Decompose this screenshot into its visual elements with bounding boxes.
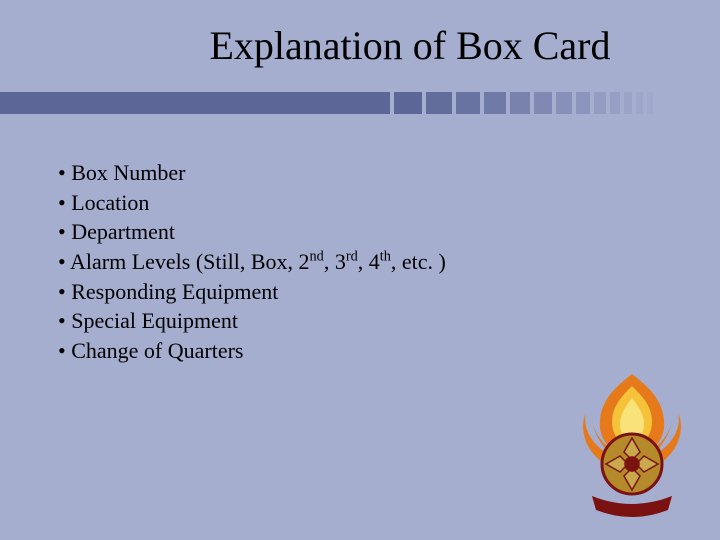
list-item: • Special Equipment xyxy=(58,306,446,336)
list-item: • Change of Quarters xyxy=(58,336,446,366)
divider-dash xyxy=(484,92,506,114)
divider-dash xyxy=(534,92,552,114)
title-divider xyxy=(0,92,720,114)
divider-dash xyxy=(610,92,620,114)
ordinal-sup: rd xyxy=(346,249,358,265)
bullet-text: Location xyxy=(71,190,149,215)
slide-title: Explanation of Box Card xyxy=(0,22,720,69)
divider-dash xyxy=(636,92,643,114)
fire-department-logo xyxy=(572,368,692,518)
bullet-text: Responding Equipment xyxy=(71,279,278,304)
divider-dash xyxy=(576,92,590,114)
divider-dash xyxy=(647,92,653,114)
divider-dash xyxy=(456,92,480,114)
bullet-text: Change of Quarters xyxy=(71,338,243,363)
ribbon-icon xyxy=(592,496,672,517)
bullet-text: Department xyxy=(71,219,175,244)
list-item: • Alarm Levels (Still, Box, 2nd, 3rd, 4t… xyxy=(58,247,446,277)
list-item: • Box Number xyxy=(58,158,446,188)
ordinal-sup: nd xyxy=(310,249,324,265)
divider-dash xyxy=(624,92,632,114)
divider-dash xyxy=(394,92,422,114)
bullet-text: , 3 xyxy=(324,249,346,274)
divider-dash xyxy=(556,92,572,114)
bullet-text: , etc. ) xyxy=(391,249,446,274)
bullet-text: Box Number xyxy=(71,160,185,185)
divider-dash xyxy=(510,92,530,114)
bullet-text: Alarm Levels (Still, Box, 2 xyxy=(70,249,310,274)
divider-dash xyxy=(426,92,452,114)
divider-dash xyxy=(594,92,606,114)
divider-solid xyxy=(0,92,390,114)
bullet-list: • Box Number • Location • Department • A… xyxy=(58,158,446,366)
bullet-text: Special Equipment xyxy=(71,308,238,333)
ordinal-sup: th xyxy=(380,249,391,265)
list-item: • Responding Equipment xyxy=(58,277,446,307)
list-item: • Department xyxy=(58,217,446,247)
list-item: • Location xyxy=(58,188,446,218)
bullet-text: , 4 xyxy=(358,249,380,274)
